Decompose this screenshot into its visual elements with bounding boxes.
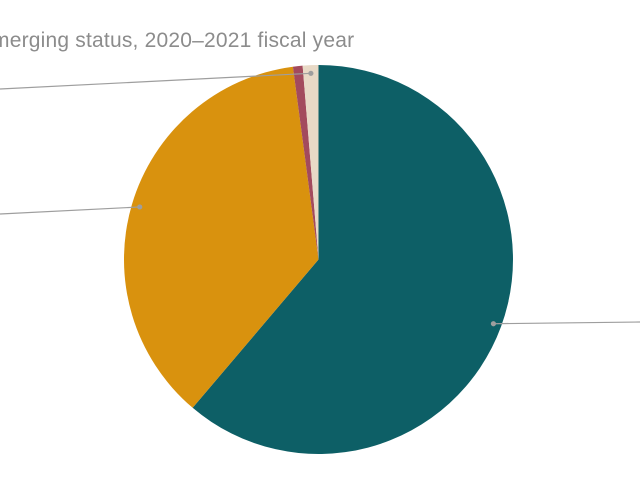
pie-slice-orange[interactable] xyxy=(123,66,319,408)
pie-slice-teal[interactable] xyxy=(192,65,513,455)
callout-dot-cream xyxy=(308,70,314,76)
leader-line-cream xyxy=(0,72,311,90)
pie-slice-maroon[interactable] xyxy=(292,65,319,260)
callout-dot-orange xyxy=(137,204,143,210)
leader-line-teal xyxy=(493,321,640,325)
callout-dot-teal xyxy=(490,321,497,327)
chart-title: merging status, 2020–2021 fiscal year xyxy=(0,29,355,52)
pie-slice-cream[interactable] xyxy=(302,65,319,260)
leader-line-orange xyxy=(0,206,140,215)
